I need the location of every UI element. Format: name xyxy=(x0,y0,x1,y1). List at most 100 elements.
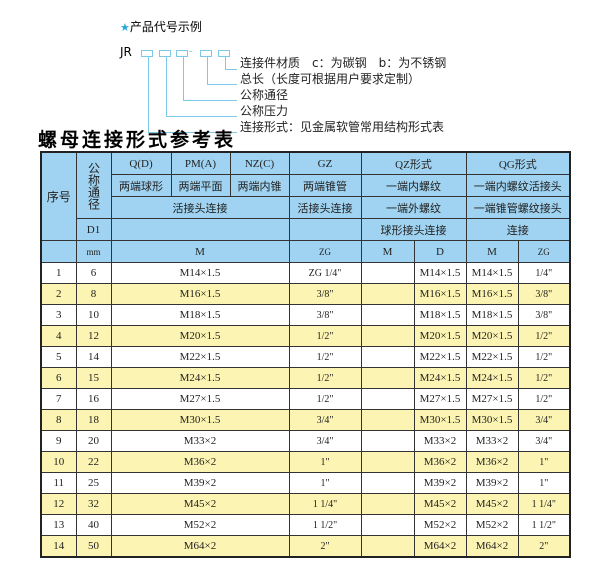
table-row: 11 25 M39×2 1" M39×2 M39×2 1" xyxy=(40,472,571,494)
cell-m: M22×1.5 xyxy=(110,346,290,368)
cell-dn: 12 xyxy=(75,325,112,347)
star-icon: ★ xyxy=(120,21,130,34)
cell-m: M20×1.5 xyxy=(110,325,290,347)
cell-qzd: M30×1.5 xyxy=(413,409,467,431)
cell-qzd: M22×1.5 xyxy=(413,346,467,368)
cell-qzm xyxy=(360,304,415,326)
table-row: 8 18 M30×1.5 3/4" M30×1.5 M30×1.5 3/4" xyxy=(40,409,571,431)
cell-m: M45×2 xyxy=(110,493,290,515)
cell-dn: 22 xyxy=(75,451,112,473)
cell-m: M24×1.5 xyxy=(110,367,290,389)
cell-qzd: M18×1.5 xyxy=(413,304,467,326)
cell-qgm: M39×2 xyxy=(465,472,519,494)
cell-n: 8 xyxy=(40,409,77,431)
header-qg-conn: 连接 xyxy=(465,218,571,241)
cell-dn: 32 xyxy=(75,493,112,515)
code-separator: - xyxy=(189,45,193,57)
header-qz-ext: 一端外螺纹 xyxy=(360,196,467,219)
cell-qzd: M36×2 xyxy=(413,451,467,473)
cell-m: M39×2 xyxy=(110,472,290,494)
cell-n: 4 xyxy=(40,325,77,347)
cell-dn: 6 xyxy=(75,262,112,284)
cell-qgm: M64×2 xyxy=(465,535,519,558)
cell-qzm xyxy=(360,514,415,536)
cell-qgm: M27×1.5 xyxy=(465,388,519,410)
cell-qgzg: 1 1/4" xyxy=(517,493,571,515)
cell-dn: 18 xyxy=(75,409,112,431)
header-qz-d: D xyxy=(413,240,467,263)
cell-zg: 1/2" xyxy=(288,346,362,368)
header-qg-taper: 一端锥管螺纹接头 xyxy=(465,196,571,219)
cell-qgm: M45×2 xyxy=(465,493,519,515)
cell-qgm: M24×1.5 xyxy=(465,367,519,389)
header-seq: 序号 xyxy=(40,151,77,241)
table-row: 14 50 M64×2 2" M64×2 M64×2 2" xyxy=(40,535,571,558)
table-row: 1 6 M14×1.5 ZG 1/4" M14×1.5 M14×1.5 1/4" xyxy=(40,262,571,284)
header-mm: mm xyxy=(75,240,112,263)
header-nz-desc: 两端内锥 xyxy=(229,174,290,197)
header-qz-m: M xyxy=(360,240,415,263)
cell-qzd: M33×2 xyxy=(413,430,467,452)
header-m: M xyxy=(110,240,290,263)
cell-qzd: M24×1.5 xyxy=(413,367,467,389)
cell-qzm xyxy=(360,430,415,452)
cell-qgzg: 1/4" xyxy=(517,262,571,284)
cell-dn: 25 xyxy=(75,472,112,494)
empty-cell xyxy=(288,218,362,241)
cell-dn: 16 xyxy=(75,388,112,410)
cell-m: M14×1.5 xyxy=(110,262,290,284)
cell-m: M30×1.5 xyxy=(110,409,290,431)
cell-qgzg: 3/4" xyxy=(517,430,571,452)
code-box xyxy=(176,50,188,57)
cell-qgzg: 1/2" xyxy=(517,388,571,410)
cell-dn: 50 xyxy=(75,535,112,558)
table-row: 10 22 M36×2 1" M36×2 M36×2 1" xyxy=(40,451,571,473)
cell-qzm xyxy=(360,346,415,368)
cell-n: 14 xyxy=(40,535,77,558)
header-gz: GZ xyxy=(288,151,362,175)
cell-dn: 20 xyxy=(75,430,112,452)
label-material: 连接件材质 c：为碳钢 b：为不锈钢 xyxy=(240,56,447,70)
cell-zg: 1" xyxy=(288,472,362,494)
label-length: 总长（长度可根据用户要求定制） xyxy=(240,72,421,86)
table-row: 5 14 M22×1.5 1/2" M22×1.5 M22×1.5 1/2" xyxy=(40,346,571,368)
cell-qgm: M30×1.5 xyxy=(465,409,519,431)
cell-n: 3 xyxy=(40,304,77,326)
cell-zg: 1/2" xyxy=(288,367,362,389)
cell-zg: ZG 1/4" xyxy=(288,262,362,284)
cell-n: 2 xyxy=(40,283,77,305)
header-d1: D1 xyxy=(75,218,112,241)
cell-qzm xyxy=(360,262,415,284)
cell-m: M52×2 xyxy=(110,514,290,536)
cell-qgm: M16×1.5 xyxy=(465,283,519,305)
header-qg-zg: ZG xyxy=(517,240,571,263)
table-row: 6 15 M24×1.5 1/2" M24×1.5 M24×1.5 1/2" xyxy=(40,367,571,389)
table-row: 4 12 M20×1.5 1/2" M20×1.5 M20×1.5 1/2" xyxy=(40,325,571,347)
cell-zg: 3/4" xyxy=(288,409,362,431)
cell-qzd: M45×2 xyxy=(413,493,467,515)
cell-qzd: M39×2 xyxy=(413,472,467,494)
cell-qzd: M14×1.5 xyxy=(413,262,467,284)
cell-qzm xyxy=(360,535,415,558)
cell-dn: 8 xyxy=(75,283,112,305)
table-row: 7 16 M27×1.5 1/2" M27×1.5 M27×1.5 1/2" xyxy=(40,388,571,410)
cell-dn: 40 xyxy=(75,514,112,536)
code-box xyxy=(200,50,212,57)
cell-qgm: M14×1.5 xyxy=(465,262,519,284)
header-qz-desc: 一端内螺纹 xyxy=(360,174,467,197)
cell-n: 10 xyxy=(40,451,77,473)
cell-dn: 15 xyxy=(75,367,112,389)
header-gz-union: 活接头连接 xyxy=(288,196,362,219)
cell-dn: 14 xyxy=(75,346,112,368)
table-row: 13 40 M52×2 1 1/2" M52×2 M52×2 1 1/2" xyxy=(40,514,571,536)
cell-qgzg: 1/2" xyxy=(517,367,571,389)
cell-n: 9 xyxy=(40,430,77,452)
cell-m: M36×2 xyxy=(110,451,290,473)
code-prefix: JR xyxy=(120,45,132,59)
label-connection: 连接形式：见金属软管常用结构形式表 xyxy=(240,120,445,134)
cell-qzm xyxy=(360,409,415,431)
header-zg: ZG xyxy=(288,240,362,263)
table-row: 3 10 M18×1.5 3/8" M18×1.5 M18×1.5 3/8" xyxy=(40,304,571,326)
cell-zg: 1/2" xyxy=(288,388,362,410)
cell-n: 5 xyxy=(40,346,77,368)
